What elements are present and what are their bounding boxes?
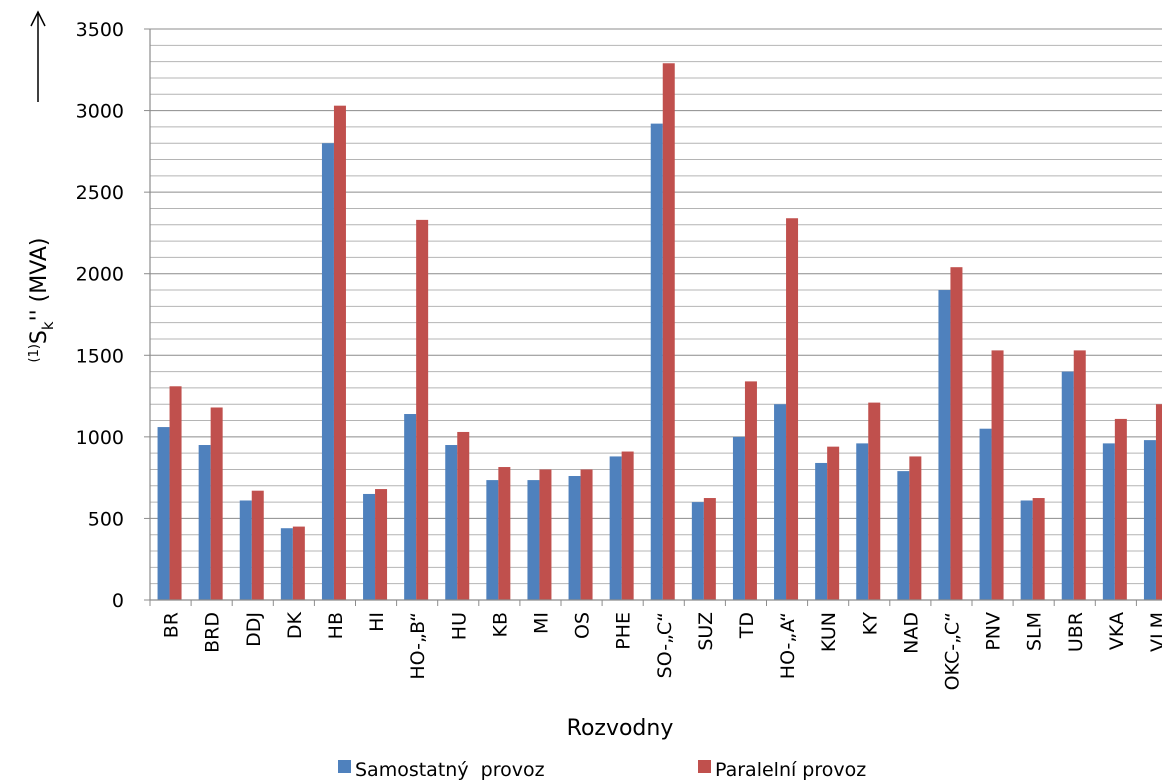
bar-paralelni: [333, 105, 346, 601]
bar-paralelni: [786, 218, 799, 600]
bar-samostatny: [1143, 440, 1156, 600]
bar-paralelni: [621, 451, 634, 600]
y-tick-label: 2000: [76, 264, 124, 286]
x-tick-label: HO-„B“: [407, 612, 429, 680]
x-tick-label: KB: [489, 612, 511, 638]
x-tick-label: KUN: [818, 612, 840, 652]
bar-paralelni: [868, 402, 881, 600]
bar-paralelni: [169, 386, 182, 600]
x-tick-label: TD: [736, 612, 758, 639]
bar-paralelni: [457, 431, 470, 600]
legend-label-paralelni: Paralelní provoz: [715, 759, 866, 780]
x-axis-title: Rozvodny: [567, 716, 674, 741]
x-tick-label: BR: [161, 612, 183, 638]
bar-paralelni: [662, 63, 675, 600]
bar-paralelni: [416, 219, 429, 600]
bar-samostatny: [157, 427, 170, 600]
bar-paralelni: [375, 489, 388, 600]
bar-paralelni: [950, 267, 963, 600]
legend-swatch-paralelni: [698, 760, 711, 773]
y-axis-title: (1)Sk'' (MVA): [27, 237, 57, 362]
x-tick-label: KY: [859, 612, 881, 636]
bar-paralelni: [539, 469, 552, 600]
bar-samostatny: [198, 445, 211, 600]
bar-paralelni: [292, 526, 305, 600]
y-tick-labels: 0 500 1000 1500 2000 2500 3000 3500: [76, 19, 124, 612]
bar-samostatny: [774, 404, 787, 600]
x-tick-label: DDJ: [243, 612, 265, 647]
x-tick-label: SO-„C“: [654, 612, 676, 678]
x-tick-label: PNV: [983, 612, 1005, 651]
bar-samostatny: [321, 143, 334, 600]
legend: Samostatný provoz Paralelní provoz: [338, 759, 866, 780]
bar-paralelni: [909, 456, 922, 600]
x-tick-label: NAD: [900, 612, 922, 654]
x-tick-label: VLM: [1147, 612, 1162, 652]
bar-paralelni: [1155, 404, 1162, 600]
x-tick-label: OS: [572, 612, 594, 639]
bar-samostatny: [938, 290, 951, 600]
x-tick-label: HB: [325, 612, 347, 639]
x-tick-label: UBR: [1065, 612, 1087, 652]
y-tick-label: 2500: [76, 182, 124, 204]
bar-paralelni: [991, 350, 1004, 600]
bar-paralelni: [1032, 498, 1045, 600]
x-tick-label: HU: [448, 612, 470, 640]
bar-samostatny: [1020, 500, 1033, 600]
x-tick-label: HO-„A“: [777, 612, 799, 679]
x-tick-label: DK: [284, 611, 306, 639]
bar-paralelni: [1073, 350, 1086, 600]
bar-samostatny: [239, 500, 252, 600]
x-tick-label: HI: [366, 612, 388, 632]
bar-samostatny: [856, 443, 869, 600]
bar-samostatny: [568, 476, 581, 600]
bar-paralelni: [498, 467, 511, 600]
bar-samostatny: [650, 123, 663, 600]
bar-paralelni: [1114, 418, 1127, 600]
bar-samostatny: [979, 428, 992, 600]
bar-samostatny: [527, 480, 540, 600]
axes: [144, 28, 1162, 606]
x-tick-label: SLM: [1024, 612, 1046, 651]
bar-paralelni: [827, 446, 840, 600]
x-tick-label: BRD: [202, 612, 224, 653]
bar-samostatny: [609, 456, 622, 600]
bar-samostatny: [1061, 371, 1074, 600]
legend-label-samostatny: Samostatný provoz: [355, 759, 545, 780]
bar-samostatny: [445, 445, 458, 600]
bar-samostatny: [404, 414, 417, 600]
bar-paralelni: [744, 381, 757, 600]
bar-samostatny: [486, 480, 499, 600]
x-tick-labels: BR BRD DDJ DK HB HI HO-„B“ HU KB MI OS PHE SO-„C“ SUZ…: [161, 611, 1162, 690]
x-tick-label: VKA: [1106, 612, 1128, 650]
bar-paralelni: [210, 407, 223, 600]
y-tick-label: 500: [88, 508, 124, 530]
bar-paralelni: [251, 490, 264, 600]
bar-samostatny: [363, 493, 376, 600]
bar-samostatny: [815, 462, 828, 600]
bar-paralelni: [580, 469, 593, 600]
x-tick-label: SUZ: [695, 612, 717, 651]
bar-samostatny: [897, 471, 910, 600]
y-tick-label: 3500: [76, 19, 124, 41]
bar-paralelni: [703, 498, 716, 600]
y-tick-label: 1500: [76, 345, 124, 367]
bar-samostatny: [1102, 443, 1115, 600]
y-tick-label: 1000: [76, 427, 124, 449]
x-tick-label: OKC-„C“: [941, 612, 963, 690]
bar-samostatny: [691, 502, 704, 600]
y-tick-label: 3000: [76, 101, 124, 123]
y-tick-label: 0: [112, 590, 124, 612]
x-tick-label: MI: [530, 612, 552, 634]
y-axis-arrow: [30, 10, 46, 102]
bar-samostatny: [280, 528, 293, 600]
x-tick-label: PHE: [613, 612, 635, 650]
legend-swatch-samostatny: [338, 760, 351, 773]
bar-samostatny: [732, 436, 745, 600]
bars: [157, 63, 1162, 601]
